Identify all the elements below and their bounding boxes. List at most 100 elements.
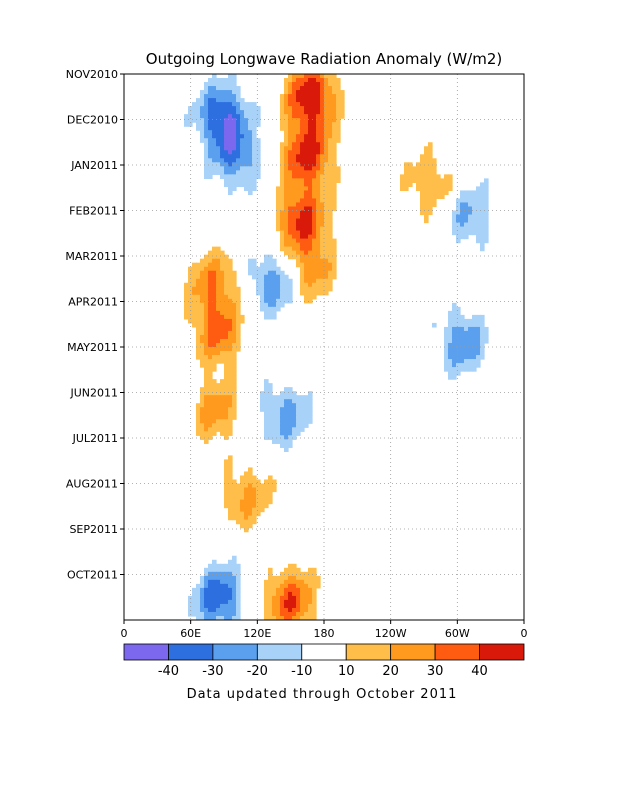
field-cell bbox=[196, 342, 201, 348]
field-cell bbox=[284, 178, 289, 183]
field-cell bbox=[300, 266, 305, 272]
field-cell bbox=[248, 110, 253, 115]
field-cell bbox=[276, 615, 281, 620]
field-cell bbox=[308, 74, 313, 79]
field-cell bbox=[220, 342, 225, 348]
field-cell bbox=[332, 74, 337, 79]
field-cell bbox=[208, 110, 213, 115]
field-cell bbox=[324, 106, 329, 111]
field-cell bbox=[308, 270, 313, 276]
field-cell bbox=[196, 591, 201, 597]
field-cell bbox=[212, 419, 217, 424]
field-cell bbox=[192, 102, 197, 107]
field-cell bbox=[284, 190, 289, 196]
field-cell bbox=[228, 266, 233, 272]
field-cell bbox=[256, 162, 261, 167]
field-cell bbox=[428, 150, 433, 155]
field-cell bbox=[336, 174, 341, 179]
field-cell bbox=[204, 355, 209, 360]
field-cell bbox=[208, 367, 213, 372]
field-cell bbox=[328, 238, 333, 244]
field-cell bbox=[220, 118, 225, 123]
field-cell bbox=[280, 607, 285, 613]
field-cell bbox=[232, 555, 237, 561]
field-cell bbox=[212, 607, 217, 613]
field-cell bbox=[460, 198, 465, 204]
field-cell bbox=[276, 298, 281, 304]
field-cell bbox=[288, 210, 293, 216]
field-cell bbox=[240, 98, 245, 103]
field-cell bbox=[236, 314, 241, 320]
field-cell bbox=[312, 242, 317, 248]
field-cell bbox=[324, 134, 329, 139]
field-cell bbox=[228, 122, 233, 127]
field-cell bbox=[316, 82, 321, 87]
field-cell bbox=[312, 86, 317, 91]
field-cell bbox=[328, 186, 333, 192]
field-cell bbox=[216, 114, 221, 119]
field-cell bbox=[320, 270, 325, 276]
field-cell bbox=[268, 290, 273, 296]
field-cell bbox=[208, 270, 213, 276]
field-cell bbox=[260, 278, 265, 284]
field-cell bbox=[320, 258, 325, 264]
field-cell bbox=[300, 126, 305, 131]
field-cell bbox=[192, 318, 197, 324]
field-cell bbox=[248, 523, 253, 529]
field-cell bbox=[212, 138, 217, 143]
field-cell bbox=[324, 126, 329, 131]
field-cell bbox=[272, 407, 277, 412]
field-cell bbox=[224, 314, 229, 320]
field-cell bbox=[228, 170, 233, 175]
field-cell bbox=[276, 591, 281, 597]
field-cell bbox=[216, 383, 221, 388]
field-cell bbox=[200, 338, 205, 344]
field-cell bbox=[244, 150, 249, 155]
field-cell bbox=[320, 130, 325, 135]
field-cell bbox=[232, 391, 237, 396]
field-cell bbox=[264, 607, 269, 613]
field-cell bbox=[316, 575, 321, 581]
field-cell bbox=[480, 326, 485, 332]
field-cell bbox=[448, 178, 453, 183]
field-cell bbox=[216, 575, 221, 581]
field-cell bbox=[308, 102, 313, 107]
field-cell bbox=[300, 278, 305, 284]
field-cell bbox=[320, 222, 325, 228]
field-cell bbox=[304, 206, 309, 212]
field-cell bbox=[220, 411, 225, 416]
field-cell bbox=[404, 174, 409, 179]
field-cell bbox=[204, 363, 209, 368]
field-cell bbox=[216, 563, 221, 569]
field-cell bbox=[248, 146, 253, 151]
field-cell bbox=[312, 170, 317, 175]
field-cell bbox=[296, 114, 301, 119]
field-cell bbox=[312, 282, 317, 288]
field-cell bbox=[244, 102, 249, 107]
field-cell bbox=[304, 134, 309, 139]
field-cell bbox=[308, 138, 313, 143]
field-cell bbox=[308, 210, 313, 216]
field-cell bbox=[236, 118, 241, 123]
field-cell bbox=[292, 607, 297, 613]
field-cell bbox=[324, 158, 329, 163]
field-cell bbox=[200, 310, 205, 316]
field-cell bbox=[204, 330, 209, 336]
field-cell bbox=[332, 90, 337, 95]
field-cell bbox=[236, 146, 241, 151]
field-cell bbox=[200, 395, 205, 400]
field-cell bbox=[204, 383, 209, 388]
field-cell bbox=[228, 186, 233, 192]
field-cell bbox=[200, 603, 205, 609]
field-cell bbox=[228, 431, 233, 436]
field-cell bbox=[284, 170, 289, 175]
field-cell bbox=[200, 302, 205, 308]
field-cell bbox=[452, 318, 457, 324]
field-cell bbox=[284, 126, 289, 131]
field-cell bbox=[236, 563, 241, 569]
field-cell bbox=[272, 479, 277, 485]
field-cell bbox=[236, 515, 241, 521]
field-cell bbox=[204, 583, 209, 589]
field-cell bbox=[464, 334, 469, 340]
field-cell bbox=[224, 330, 229, 336]
